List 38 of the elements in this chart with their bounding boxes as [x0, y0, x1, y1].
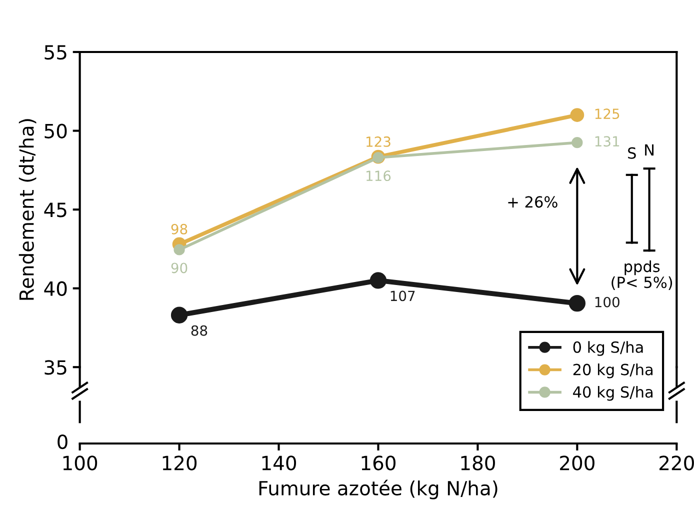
annotation: + 26% [508, 196, 558, 208]
point [174, 244, 185, 256]
annotation: 131 [595, 136, 620, 147]
x-tick-label: 140 [262, 456, 296, 470]
y-axis-title: Rendement (dt/ha) [18, 119, 36, 300]
annotation: 125 [595, 108, 620, 120]
point [370, 272, 387, 289]
annotation: 100 [595, 296, 620, 308]
annotation: 88 [191, 325, 208, 336]
x-tick-label: 220 [660, 456, 694, 470]
annotation: 116 [366, 170, 391, 182]
x-tick-label: 200 [560, 456, 594, 470]
x-tick-label: 120 [162, 456, 197, 470]
point [572, 137, 583, 148]
text: 0 [58, 434, 68, 450]
y-tick-label: 55 [44, 45, 66, 60]
annotation: S [628, 147, 636, 159]
legend-label: 40 kg S/ha [573, 386, 652, 401]
annotation: 90 [171, 262, 188, 274]
x-tick-label: 180 [461, 456, 495, 470]
legend-label: 20 kg S/ha [573, 364, 652, 378]
annotation: 123 [366, 136, 390, 147]
y-tick-label: 45 [44, 202, 66, 218]
annotation: ppds (P< 5%) [612, 260, 672, 290]
x-axis-title: Fumure azotée (kg N/ha) [259, 480, 498, 500]
y-tick-label: 50 [44, 124, 67, 138]
annotation: N [645, 144, 654, 156]
point [570, 108, 584, 122]
y-tick-label: 35 [44, 360, 66, 375]
legend-label: 0 kg S/ha [573, 341, 643, 356]
x-tick-label: 100 [63, 456, 98, 470]
point [372, 152, 384, 164]
x-tick-label: 160 [362, 456, 396, 470]
point [170, 306, 188, 324]
annotation: 98 [171, 224, 188, 234]
point [568, 294, 586, 312]
annotation: 107 [390, 290, 415, 302]
y-tick-label: 40 [44, 281, 67, 296]
